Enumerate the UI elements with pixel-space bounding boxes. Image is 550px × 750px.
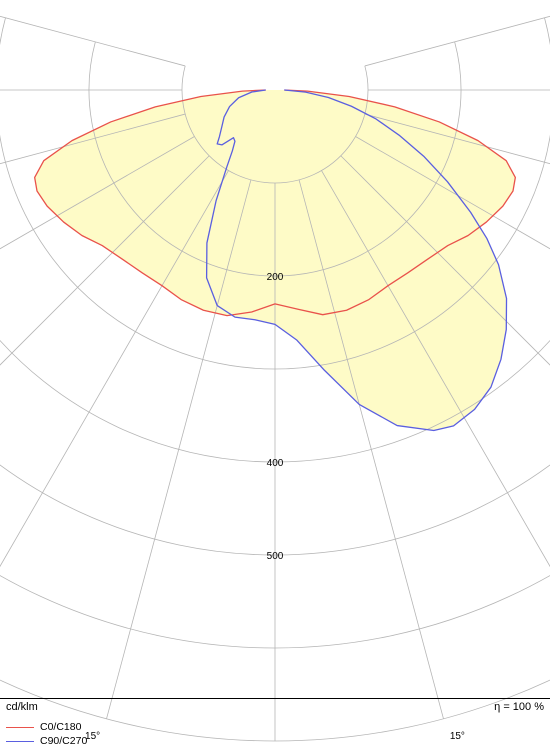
svg-text:400: 400 [267, 458, 284, 469]
svg-text:15°: 15° [450, 731, 465, 742]
footer-divider [0, 698, 550, 699]
polar-svg: 200400500105°105°90°90°75°75°60°60°45°45… [0, 0, 550, 750]
photometric-polar-chart: 200400500105°105°90°90°75°75°60°60°45°45… [0, 0, 550, 750]
legend-swatch-c0 [6, 727, 34, 728]
legend-label-c90: C90/C270 [40, 735, 87, 747]
svg-text:200: 200 [267, 272, 284, 283]
footer-unit-label: cd/klm [6, 701, 38, 713]
svg-text:15°: 15° [85, 731, 100, 742]
legend-label-c0: C0/C180 [40, 721, 81, 733]
legend-swatch-c90 [6, 741, 34, 742]
footer-efficiency-label: η = 100 % [494, 701, 544, 713]
svg-text:500: 500 [267, 551, 284, 562]
legend-item-c90: C90/C270 [6, 734, 87, 748]
legend-item-c0: C0/C180 [6, 720, 87, 734]
legend: C0/C180 C90/C270 [6, 720, 87, 748]
